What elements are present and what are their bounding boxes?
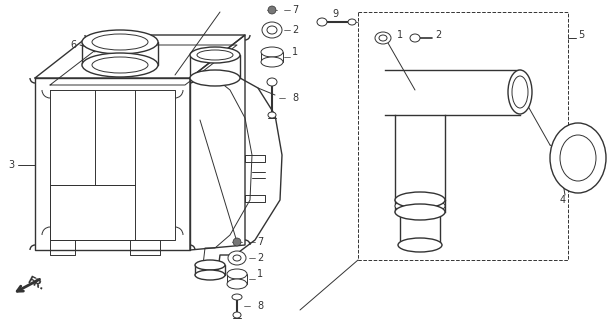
Ellipse shape <box>82 53 158 77</box>
Ellipse shape <box>92 34 148 50</box>
Text: 4: 4 <box>560 195 566 205</box>
Text: 1: 1 <box>257 269 263 279</box>
Ellipse shape <box>227 279 247 289</box>
Ellipse shape <box>228 251 246 265</box>
Ellipse shape <box>268 112 276 118</box>
Ellipse shape <box>262 22 282 38</box>
Text: 2: 2 <box>292 25 298 35</box>
Text: 5: 5 <box>578 30 585 40</box>
Ellipse shape <box>550 123 606 193</box>
Text: 2: 2 <box>257 253 263 263</box>
Text: 1: 1 <box>397 30 403 40</box>
Ellipse shape <box>560 135 596 181</box>
Ellipse shape <box>395 198 445 214</box>
Ellipse shape <box>395 204 445 220</box>
Text: FR.: FR. <box>25 276 45 292</box>
Ellipse shape <box>232 294 242 300</box>
Ellipse shape <box>267 78 277 86</box>
Text: 3: 3 <box>8 160 14 170</box>
Ellipse shape <box>398 238 442 252</box>
Text: 8: 8 <box>292 93 298 103</box>
Ellipse shape <box>268 6 276 14</box>
Text: 6: 6 <box>70 40 76 50</box>
Ellipse shape <box>410 34 420 42</box>
Ellipse shape <box>261 57 283 67</box>
Ellipse shape <box>267 26 277 34</box>
Ellipse shape <box>261 47 283 57</box>
Ellipse shape <box>190 70 240 86</box>
Ellipse shape <box>195 270 225 280</box>
Ellipse shape <box>82 30 158 54</box>
Ellipse shape <box>233 238 241 246</box>
Ellipse shape <box>348 19 356 25</box>
Ellipse shape <box>233 255 241 261</box>
Ellipse shape <box>195 260 225 270</box>
Ellipse shape <box>508 70 532 114</box>
Ellipse shape <box>92 57 148 73</box>
Ellipse shape <box>395 192 445 208</box>
Ellipse shape <box>512 76 528 108</box>
Bar <box>358 12 568 260</box>
Ellipse shape <box>317 18 327 26</box>
Text: 9: 9 <box>332 9 338 19</box>
Text: 7: 7 <box>292 5 298 15</box>
Ellipse shape <box>227 269 247 279</box>
Ellipse shape <box>379 35 387 41</box>
Ellipse shape <box>375 32 391 44</box>
Ellipse shape <box>197 50 233 60</box>
Text: 7: 7 <box>257 237 263 247</box>
Text: 8: 8 <box>257 301 263 311</box>
Text: 1: 1 <box>292 47 298 57</box>
Ellipse shape <box>190 47 240 63</box>
Ellipse shape <box>233 312 241 318</box>
Text: 2: 2 <box>435 30 441 40</box>
